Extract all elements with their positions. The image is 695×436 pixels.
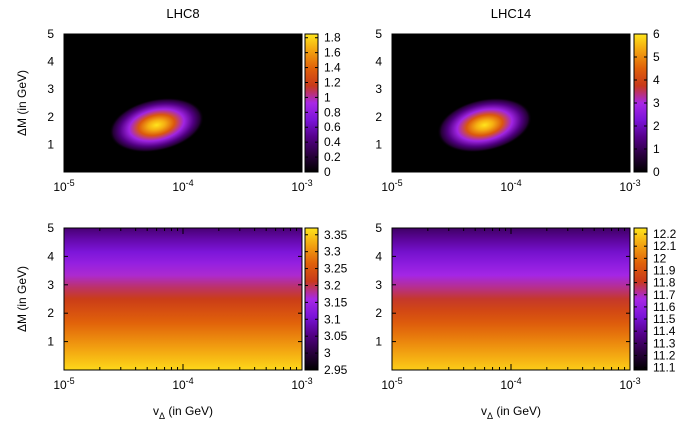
y-tick-label: 5 <box>375 27 382 41</box>
chart-panel-3: 1 2 3 4 5 10-5 10-4 10-3 ΔM (in GeV) vΔ (in GeV) 2… <box>15 221 348 421</box>
y-tick-label: 1 <box>47 335 54 349</box>
y-tick-label: 2 <box>375 306 382 320</box>
x-tick-label: 10-3 <box>619 376 640 392</box>
colorbar-tick-label: 2.95 <box>324 363 348 377</box>
colorbar-tick-label: 11.9 <box>653 263 676 277</box>
x-tick-label: 10-3 <box>619 178 640 194</box>
y-tick-label: 2 <box>375 110 382 124</box>
chart-panel-2: 1 2 3 4 5 10-5 10-4 10-3 LHC14 0 1 2 3 4 5 6 <box>375 6 660 194</box>
colorbar-tick-label: 0.2 <box>324 150 341 164</box>
y-tick-label: 5 <box>47 27 54 41</box>
colorbar-tick-label: 1.2 <box>324 75 341 89</box>
y-tick-label: 1 <box>375 335 382 349</box>
colorbar-tick-label: 0.6 <box>324 120 341 134</box>
y-tick-label: 4 <box>375 55 382 69</box>
x-tick-label: 10-5 <box>381 178 402 194</box>
x-tick-label: 10-4 <box>500 178 521 194</box>
y-tick-label: 4 <box>375 249 382 263</box>
y-tick-label: 4 <box>47 55 54 69</box>
y-axis-label: ΔM (in GeV) <box>15 266 29 332</box>
colorbar-tick-label: 11.3 <box>653 336 676 350</box>
y-axis-label: ΔM (in GeV) <box>15 70 29 136</box>
colorbar-tick-label: 4 <box>653 73 660 87</box>
colorbar-tick-label: 1.4 <box>324 61 341 75</box>
x-tick-label: 10-4 <box>172 178 193 194</box>
colorbar-tick-label: 12.1 <box>653 239 677 253</box>
colorbar-tick-label: 3 <box>324 346 331 360</box>
colorbar-tick-label: 1.8 <box>324 31 341 45</box>
y-tick-label: 3 <box>375 278 382 292</box>
colorbar-tick-label: 11.7 <box>653 288 676 302</box>
colorbar-tick-label: 11.2 <box>653 348 676 362</box>
y-tick-label: 5 <box>47 221 54 235</box>
x-tick-label: 10-5 <box>53 178 74 194</box>
heatmap-peak <box>437 97 532 153</box>
x-tick-label: 10-4 <box>500 376 521 392</box>
colorbar <box>304 227 319 371</box>
x-tick-label: 10-3 <box>291 178 312 194</box>
colorbar-tick-label: 3.15 <box>324 295 348 309</box>
heatmap-surface <box>64 228 302 370</box>
y-tick-label: 1 <box>47 137 54 151</box>
colorbar-tick-label: 1 <box>653 142 660 156</box>
chart-title: LHC14 <box>491 6 531 21</box>
colorbar-tick-label: 0.4 <box>324 135 341 149</box>
x-axis-label: vΔ (in GeV) <box>153 404 213 421</box>
colorbar-tick-label: 3.3 <box>324 245 341 259</box>
colorbar-tick-label: 11.8 <box>653 276 676 290</box>
colorbar-tick-label: 12 <box>653 251 667 265</box>
colorbar-tick-label: 3 <box>653 96 660 110</box>
colorbar-tick-label: 1 <box>324 90 331 104</box>
colorbar-tick-label: 3.2 <box>324 278 341 292</box>
colorbar <box>633 227 648 371</box>
y-tick-label: 1 <box>375 137 382 151</box>
colorbar-tick-label: 5 <box>653 50 660 64</box>
x-tick-label: 10-5 <box>381 376 402 392</box>
y-tick-label: 3 <box>47 82 54 96</box>
colorbar-tick-label: 3.35 <box>324 228 348 242</box>
y-tick-label: 3 <box>47 278 54 292</box>
x-tick-label: 10-4 <box>172 376 193 392</box>
y-tick-label: 2 <box>47 306 54 320</box>
colorbar-tick-label: 6 <box>653 27 660 41</box>
colorbar-tick-label: 12.2 <box>653 227 677 241</box>
y-tick-label: 2 <box>47 110 54 124</box>
chart-title: LHC8 <box>166 6 199 21</box>
x-axis-label: vΔ (in GeV) <box>481 404 541 421</box>
colorbar-tick-label: 11.6 <box>653 300 676 314</box>
colorbar-tick-label: 0.8 <box>324 105 341 119</box>
x-tick-label: 10-5 <box>53 376 74 392</box>
colorbar <box>304 33 319 173</box>
colorbar-tick-label: 11.5 <box>653 312 676 326</box>
colorbar-tick-label: 2 <box>653 119 660 133</box>
colorbar-tick-label: 0 <box>653 165 660 179</box>
colorbar-tick-label: 11.4 <box>653 324 676 338</box>
colorbar-tick-label: 0 <box>324 165 331 179</box>
colorbar-tick-label: 1.6 <box>324 46 341 60</box>
y-tick-label: 3 <box>375 82 382 96</box>
heatmap-surface <box>392 228 630 370</box>
y-tick-label: 4 <box>47 249 54 263</box>
colorbar-tick-label: 3.05 <box>324 329 348 343</box>
colorbar-tick-label: 3.25 <box>324 262 348 276</box>
heatmap-peak <box>109 97 204 153</box>
y-tick-label: 5 <box>375 221 382 235</box>
x-tick-label: 10-3 <box>291 376 312 392</box>
colorbar-tick-label: 11.1 <box>653 361 676 375</box>
colorbar-tick-label: 3.1 <box>324 312 341 326</box>
